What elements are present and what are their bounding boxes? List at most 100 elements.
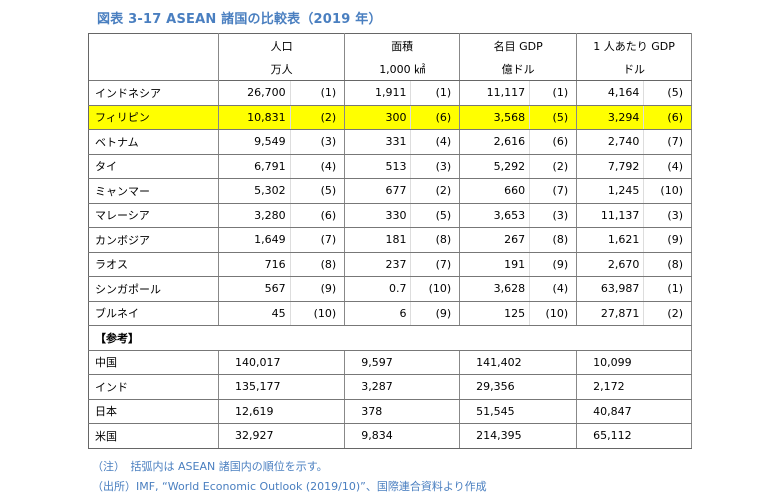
reference-label: 【参考】	[88, 325, 692, 351]
rank-cell: (5)	[410, 202, 461, 228]
value-cell: 267	[459, 227, 530, 253]
rank-cell: (4)	[289, 153, 346, 179]
table-row: ブルネイ 45 (10) 6 (9) 125 (10) 27,871 (2)	[87, 300, 692, 326]
reference-row: 中国 140,017 9,597 141,402 10,099	[87, 349, 692, 375]
unit-area: 1,000 ㎢	[344, 57, 461, 81]
rank-cell: (1)	[410, 80, 461, 106]
reference-row: 日本 12,619 378 51,545 40,847	[87, 398, 692, 424]
country-name: マレーシア	[87, 202, 220, 228]
reference-header-row: 【参考】	[88, 325, 692, 351]
rank-cell: (5)	[289, 178, 346, 204]
rank-cell: (7)	[289, 227, 346, 253]
value-cell: 1,649	[218, 227, 291, 253]
value-cell: 716	[218, 251, 291, 277]
value-cell: 140,017	[218, 349, 346, 375]
value-cell: 2,172	[576, 374, 692, 400]
rank-cell: (7)	[410, 251, 461, 277]
unit-population: 万人	[218, 57, 346, 81]
note: （注） 括弧内は ASEAN 諸国内の順位を示す。	[92, 460, 328, 473]
value-cell: 12,619	[218, 398, 346, 424]
table-row: フィリピン 10,831 (2) 300 (6) 3,568 (5) 3,294 (6)	[87, 104, 692, 130]
value-cell: 214,395	[459, 423, 578, 449]
value-cell: 237	[344, 251, 411, 277]
country-name: 日本	[87, 398, 220, 424]
table-row: ラオス 716 (8) 237 (7) 191 (9) 2,670 (8)	[87, 251, 692, 277]
rank-cell: (10)	[643, 178, 692, 204]
rank-cell: (1)	[643, 276, 692, 302]
rank-cell: (9)	[410, 300, 461, 326]
value-cell: 2,670	[576, 251, 644, 277]
value-cell: 1,245	[576, 178, 644, 204]
rank-cell: (4)	[643, 153, 692, 179]
rank-cell: (6)	[643, 104, 692, 130]
country-name: ラオス	[87, 251, 220, 277]
value-cell: 181	[344, 227, 411, 253]
rank-cell: (2)	[529, 153, 578, 179]
country-name: ミャンマー	[87, 178, 220, 204]
rank-cell: (4)	[410, 129, 461, 155]
header-row: 人口 面積 名目 GDP 1 人あたり GDP	[87, 33, 692, 81]
value-cell: 300	[344, 104, 411, 130]
rank-cell: (8)	[410, 227, 461, 253]
table-row: ミャンマー 5,302 (5) 677 (2) 660 (7) 1,245 (10)	[87, 178, 692, 204]
value-cell: 513	[344, 153, 411, 179]
value-cell: 135,177	[218, 374, 346, 400]
asean-comparison-table: 人口 面積 名目 GDP 1 人あたり GDP 万人 1,000 ㎢ 億ドル ド…	[87, 33, 692, 449]
rank-cell: (3)	[529, 202, 578, 228]
rank-cell: (9)	[289, 276, 346, 302]
value-cell: 567	[218, 276, 291, 302]
value-cell: 27,871	[576, 300, 644, 326]
value-cell: 26,700	[218, 80, 291, 106]
value-cell: 191	[459, 251, 530, 277]
rank-cell: (1)	[529, 80, 578, 106]
reference-row: インド 135,177 3,287 29,356 2,172	[87, 374, 692, 400]
value-cell: 330	[344, 202, 411, 228]
value-cell: 4,164	[576, 80, 644, 106]
rank-cell: (4)	[529, 276, 578, 302]
value-cell: 3,287	[344, 374, 461, 400]
header-blank	[87, 33, 220, 81]
country-name: インドネシア	[87, 80, 220, 106]
table-row: タイ 6,791 (4) 513 (3) 5,292 (2) 7,792 (4)	[87, 153, 692, 179]
figure-title: 図表 3-17 ASEAN 諸国の比較表（2019 年）	[97, 12, 382, 27]
rank-cell: (10)	[410, 276, 461, 302]
value-cell: 3,294	[576, 104, 644, 130]
value-cell: 1,911	[344, 80, 411, 106]
value-cell: 6	[344, 300, 411, 326]
value-cell: 5,302	[218, 178, 291, 204]
value-cell: 677	[344, 178, 411, 204]
value-cell: 51,545	[459, 398, 578, 424]
country-name: タイ	[87, 153, 220, 179]
value-cell: 3,653	[459, 202, 530, 228]
rank-cell: (10)	[289, 300, 346, 326]
value-cell: 9,834	[344, 423, 461, 449]
rank-cell: (6)	[529, 129, 578, 155]
rank-cell: (9)	[529, 251, 578, 277]
value-cell: 2,740	[576, 129, 644, 155]
rank-cell: (2)	[643, 300, 692, 326]
value-cell: 7,792	[576, 153, 644, 179]
value-cell: 11,117	[459, 80, 530, 106]
value-cell: 10,099	[576, 349, 692, 375]
value-cell: 5,292	[459, 153, 530, 179]
rank-cell: (8)	[643, 251, 692, 277]
unit-gdp-per-capita: ドル	[576, 57, 692, 81]
rank-cell: (1)	[289, 80, 346, 106]
value-cell: 10,831	[218, 104, 291, 130]
rank-cell: (8)	[289, 251, 346, 277]
value-cell: 1,621	[576, 227, 644, 253]
rank-cell: (2)	[289, 104, 346, 130]
country-name: 米国	[87, 423, 220, 449]
value-cell: 141,402	[459, 349, 578, 375]
value-cell: 3,628	[459, 276, 530, 302]
header-area: 面積	[344, 33, 461, 57]
value-cell: 40,847	[576, 398, 692, 424]
value-cell: 0.7	[344, 276, 411, 302]
header-gdp-per-capita: 1 人あたり GDP	[576, 33, 692, 57]
value-cell: 3,280	[218, 202, 291, 228]
country-name: シンガポール	[87, 276, 220, 302]
country-name: ブルネイ	[87, 300, 220, 326]
value-cell: 29,356	[459, 374, 578, 400]
unit-nominal-gdp: 億ドル	[459, 57, 578, 81]
value-cell: 2,616	[459, 129, 530, 155]
